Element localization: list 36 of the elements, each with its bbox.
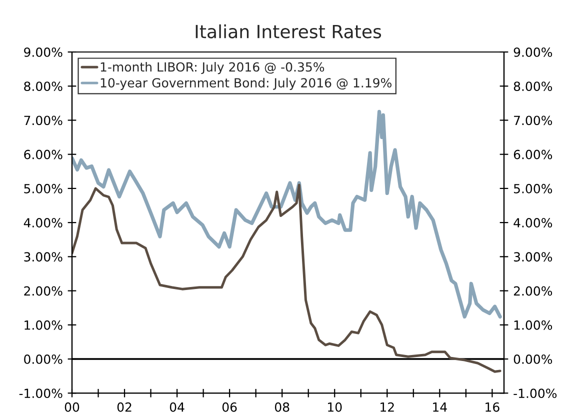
x-tick-label: 12 bbox=[380, 402, 394, 412]
x-tick-label: 00 bbox=[64, 402, 80, 412]
y2-tick-label: -1.00% bbox=[514, 388, 557, 398]
y-tick-label: 3.00% bbox=[24, 252, 62, 262]
y-tick-label: 0.00% bbox=[24, 354, 62, 364]
chart-title: Italian Interest Rates bbox=[196, 24, 382, 38]
x-tick-label: 10 bbox=[328, 402, 342, 412]
y2-tick-label: 8.00% bbox=[514, 82, 552, 92]
y2-tick-label: 1.00% bbox=[514, 320, 552, 330]
y-tick-label: 9.00% bbox=[24, 47, 62, 57]
y-tick-label: 4.00% bbox=[24, 218, 62, 228]
x-tick-label: 06 bbox=[222, 402, 237, 412]
x-tick-label: 16 bbox=[486, 402, 500, 412]
x-tick-label: 04 bbox=[170, 402, 184, 412]
line-series bbox=[72, 184, 502, 373]
y2-tick-label: 0.00% bbox=[514, 354, 552, 364]
x-tick-label: 14 bbox=[433, 402, 447, 412]
y-tick-label: -1.00% bbox=[19, 388, 62, 398]
legend-label: 1-month LIBOR: July 2016 @ -0.35% bbox=[100, 62, 324, 74]
line-series bbox=[72, 110, 502, 319]
x-tick-label: 08 bbox=[274, 402, 290, 412]
y-tick-label: 5.00% bbox=[24, 184, 62, 194]
y-tick-label: 1.00% bbox=[24, 320, 62, 330]
y2-tick-label: 4.00% bbox=[514, 218, 552, 228]
x-tick-label: 02 bbox=[117, 402, 132, 412]
y2-tick-label: 7.00% bbox=[514, 116, 552, 126]
y2-tick-label: 9.00% bbox=[514, 47, 552, 57]
y-tick-label: 6.00% bbox=[24, 150, 62, 160]
y2-tick-label: 3.00% bbox=[514, 252, 552, 262]
y-tick-label: 7.00% bbox=[24, 116, 62, 126]
y2-tick-label: 6.00% bbox=[514, 150, 552, 160]
y2-tick-label: 2.00% bbox=[514, 286, 552, 296]
y-tick-label: 8.00% bbox=[24, 82, 62, 92]
legend-label: 10-year Government Bond: July 2016 @ 1.19% bbox=[100, 78, 392, 90]
y2-tick-label: 5.00% bbox=[514, 184, 552, 194]
y-tick-label: 2.00% bbox=[24, 286, 62, 296]
